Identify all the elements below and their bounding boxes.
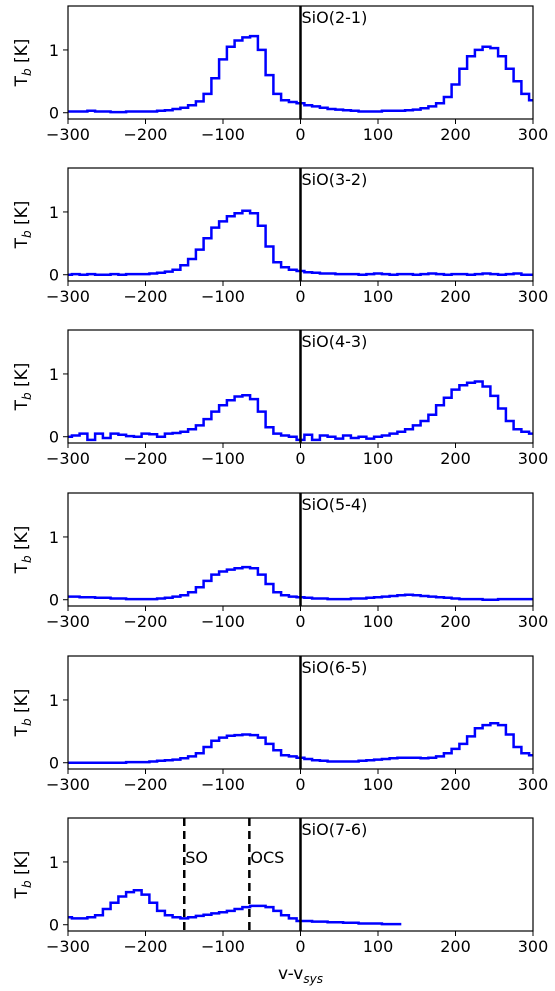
x-tick-label: 300 (518, 937, 549, 956)
panel-3: SiO(4-3) −300 −200 −100 0 100 200 300 0 1 Tb [K] (12, 329, 549, 468)
x-tick-label: −300 (46, 775, 90, 794)
y-axis-label: Tb [K] (12, 363, 34, 412)
x-tick-label: −200 (124, 612, 168, 631)
y-tick-label: 0 (49, 104, 59, 123)
panel-6: SO OCS SiO(7-6) −300 −200 −100 0 100 200 300 0 1 Tb … (12, 817, 549, 986)
panel-title: SiO(7-6) (302, 820, 368, 839)
x-tick-label: 100 (363, 612, 394, 631)
x-tick-label: −200 (124, 937, 168, 956)
y-tick-label: 1 (49, 853, 59, 872)
panel-title: SiO(3-2) (302, 170, 368, 189)
y-tick-label: 0 (49, 266, 59, 285)
panel-title: SiO(5-4) (302, 495, 368, 514)
panel-2: SiO(3-2) −300 −200 −100 0 100 200 300 0 1 Tb [K] (12, 167, 549, 306)
x-tick-label: −100 (201, 937, 245, 956)
x-tick-label: 300 (518, 125, 549, 144)
marker-label: SO (185, 848, 208, 867)
marker-label: OCS (250, 848, 284, 867)
x-tick-label: 0 (295, 287, 305, 306)
spectrum-line (68, 565, 533, 601)
x-tick-label: −300 (46, 125, 90, 144)
x-tick-label: 0 (295, 125, 305, 144)
x-tick-label: −100 (201, 287, 245, 306)
x-tick-label: 100 (363, 125, 394, 144)
y-tick-label: 1 (49, 365, 59, 384)
x-tick-label: −200 (124, 287, 168, 306)
x-tick-label: −100 (201, 125, 245, 144)
y-tick-label: 1 (49, 691, 59, 710)
x-tick-label: −100 (201, 612, 245, 631)
x-tick-label: −200 (124, 125, 168, 144)
spectrum-line (68, 209, 533, 276)
x-tick-label: 200 (440, 287, 471, 306)
x-tick-label: −300 (46, 449, 90, 468)
x-tick-label: −100 (201, 775, 245, 794)
x-tick-label: 200 (440, 125, 471, 144)
x-tick-label: 200 (440, 449, 471, 468)
x-tick-label: 300 (518, 287, 549, 306)
x-tick-label: 200 (440, 937, 471, 956)
spectrum-line (68, 34, 533, 114)
x-tick-label: 200 (440, 775, 471, 794)
panel-title: SiO(2-1) (302, 8, 368, 27)
y-tick-label: 1 (49, 203, 59, 222)
y-axis-label: Tb [K] (12, 851, 34, 900)
x-tick-label: −100 (201, 449, 245, 468)
panel-title: SiO(6-5) (302, 658, 368, 677)
x-tick-label: 300 (518, 775, 549, 794)
x-tick-label: −300 (46, 612, 90, 631)
x-tick-label: −200 (124, 775, 168, 794)
panel-5: SiO(6-5) −300 −200 −100 0 100 200 300 0 1 Tb [K] (12, 655, 549, 794)
x-tick-label: 0 (295, 612, 305, 631)
y-axis-label: Tb [K] (12, 39, 34, 88)
spectrum-line (68, 888, 402, 926)
x-tick-label: 300 (518, 449, 549, 468)
y-axis-label: Tb [K] (12, 201, 34, 250)
x-tick-label: 100 (363, 775, 394, 794)
panel-4: SiO(5-4) −300 −200 −100 0 100 200 300 0 1 Tb [K] (12, 492, 549, 631)
y-axis-label: Tb [K] (12, 689, 34, 738)
spectrum-line (68, 721, 533, 764)
y-tick-label: 0 (49, 916, 59, 935)
x-tick-label: 200 (440, 612, 471, 631)
y-axis-label: Tb [K] (12, 526, 34, 575)
x-tick-label: 100 (363, 937, 394, 956)
panel-1: SiO(2-1) −300 −200 −100 0 100 200 300 0 1 Tb [K] (12, 5, 549, 144)
x-tick-label: 0 (295, 449, 305, 468)
x-tick-label: −300 (46, 287, 90, 306)
y-tick-label: 0 (49, 754, 59, 773)
x-tick-label: 100 (363, 449, 394, 468)
x-tick-label: 300 (518, 612, 549, 631)
y-tick-label: 1 (49, 41, 59, 60)
y-tick-label: 1 (49, 528, 59, 547)
y-tick-label: 0 (49, 591, 59, 610)
x-tick-label: −300 (46, 937, 90, 956)
x-tick-label: 0 (295, 937, 305, 956)
x-tick-label: 0 (295, 775, 305, 794)
panel-title: SiO(4-3) (302, 332, 368, 351)
y-tick-label: 0 (49, 428, 59, 447)
x-tick-label: −200 (124, 449, 168, 468)
x-axis-label: v-vsys (278, 964, 323, 986)
x-tick-label: 100 (363, 287, 394, 306)
